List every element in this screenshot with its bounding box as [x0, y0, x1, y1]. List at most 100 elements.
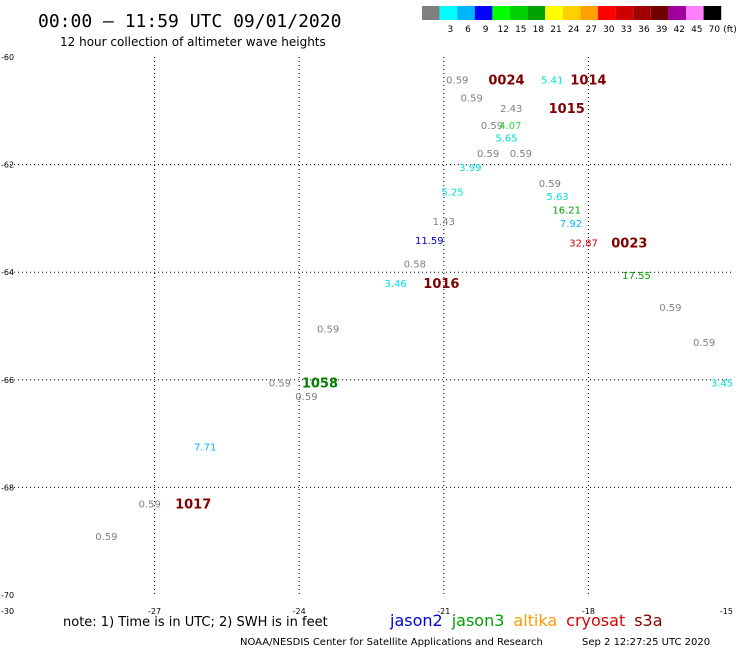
wave-height-label: 0.59 — [659, 303, 681, 314]
satellite-label: s3a — [634, 611, 662, 630]
x-axis-ticks: -30 -27 -24 -21 -18 -15 — [1, 607, 733, 616]
time-label: 0024 — [488, 74, 524, 89]
wave-height-label: 5.25 — [441, 188, 463, 199]
footer-credit: NOAA/NESDIS Center for Satellite Applica… — [240, 637, 543, 648]
wave-height-label: 7.92 — [560, 219, 582, 230]
wave-height-label: 0.59 — [477, 149, 499, 160]
chart-subtitle: 12 hour collection of altimeter wave hei… — [60, 35, 326, 49]
y-tick-label: -60 — [1, 53, 14, 62]
wave-height-label: 0.58 — [404, 260, 426, 271]
legend-swatch — [703, 6, 722, 20]
legend-label: 70 — [709, 25, 721, 35]
wave-height-label: 5.41 — [541, 76, 563, 87]
time-label: 1017 — [175, 498, 211, 513]
wave-height-label: 0.59 — [139, 500, 161, 511]
satellite-legend: jason2 jason3 altika cryosat s3a — [389, 611, 663, 630]
wave-height-labels: 0.590.595.412.430.594.075.650.59 0.593.99… — [95, 76, 733, 543]
y-tick-label: -70 — [1, 591, 14, 600]
color-legend: 3 6 9 12 15 18 21 24 27 30 33 36 39 42 45 70 (ft) — [422, 6, 737, 35]
y-tick-label: -66 — [1, 376, 14, 385]
wave-height-label: 0.59 — [317, 325, 339, 336]
x-tick-label: -24 — [293, 607, 306, 616]
y-tick-label: -64 — [1, 268, 14, 277]
legend-swatch — [439, 6, 458, 20]
legend-label: 39 — [656, 25, 668, 35]
legend-swatch — [686, 6, 704, 20]
legend-label: 3 — [448, 25, 454, 35]
y-tick-label: -62 — [1, 161, 14, 170]
wave-height-label: 7.71 — [194, 443, 216, 454]
wave-height-label: 3.46 — [384, 279, 406, 290]
wave-height-label: 11.59 — [415, 236, 444, 247]
legend-label: 15 — [515, 25, 526, 35]
legend-label: 45 — [691, 25, 702, 35]
legend-swatch — [545, 6, 563, 20]
legend-label: 12 — [497, 25, 508, 35]
legend-swatch — [650, 6, 669, 20]
grid-lines — [10, 57, 733, 595]
wave-height-label: 0.59 — [295, 392, 317, 403]
satellite-label: cryosat — [566, 611, 625, 630]
legend-swatch — [580, 6, 598, 20]
time-label: 1014 — [570, 74, 606, 89]
wave-height-label: 0.59 — [481, 121, 503, 132]
x-tick-label: -27 — [148, 607, 161, 616]
time-labels: 0024 1014 1015 0023 1016 1058 1017 — [175, 74, 647, 513]
x-tick-label: -21 — [437, 607, 450, 616]
wave-height-label: 4.07 — [499, 121, 521, 132]
legend-swatch — [492, 6, 510, 20]
legend-swatch — [668, 6, 686, 20]
legend-swatch — [562, 6, 581, 20]
legend-label: 30 — [603, 25, 615, 35]
legend-label: 42 — [673, 25, 684, 35]
time-label: 0023 — [611, 237, 647, 252]
x-tick-label: -18 — [582, 607, 595, 616]
satellite-label: jason3 — [451, 611, 505, 630]
chart-title: 00:00 – 11:59 UTC 09/01/2020 — [38, 11, 341, 32]
wave-height-label: 5.63 — [546, 192, 568, 203]
legend-label: 18 — [533, 25, 545, 35]
y-axis-ticks: -60 -62 -64 -66 -68 -70 — [1, 53, 14, 600]
footer-note: note: 1) Time is in UTC; 2) SWH is in fe… — [63, 615, 328, 630]
legend-label: 21 — [550, 25, 561, 35]
legend-label: 6 — [465, 25, 471, 35]
legend-swatch — [422, 6, 440, 20]
legend-swatch — [598, 6, 616, 20]
wave-height-label: 3.45 — [711, 378, 733, 389]
wave-height-label: 32.87 — [569, 239, 598, 250]
legend-label: 27 — [585, 25, 596, 35]
time-label: 1016 — [423, 277, 459, 292]
legend-swatch — [474, 6, 493, 20]
wave-height-label: 1.43 — [433, 217, 455, 228]
time-label: 1058 — [302, 376, 338, 391]
legend-unit: (ft) — [723, 25, 737, 35]
legend-swatch — [633, 6, 651, 20]
legend-swatch — [615, 6, 634, 20]
legend-swatch — [457, 6, 475, 20]
legend-label: 36 — [638, 25, 650, 35]
satellite-label: jason2 — [389, 611, 443, 630]
wave-height-label: 2.43 — [500, 104, 522, 115]
y-tick-label: -68 — [1, 483, 14, 492]
satellite-label: altika — [513, 611, 557, 630]
wave-height-label: 16.21 — [552, 205, 581, 216]
wave-height-label: 0.59 — [693, 338, 715, 349]
wave-height-label: 0.59 — [510, 149, 532, 160]
wave-height-label: 0.59 — [539, 179, 561, 190]
footer-timestamp: Sep 2 12:27:25 UTC 2020 — [582, 637, 710, 648]
legend-label: 9 — [483, 25, 489, 35]
wave-height-label: 17.55 — [622, 271, 651, 282]
x-tick-label: -15 — [720, 607, 733, 616]
wave-height-label: 0.59 — [461, 93, 483, 104]
legend-swatch — [527, 6, 546, 20]
wave-height-label: 5.65 — [495, 134, 517, 145]
x-tick-label: -30 — [1, 607, 14, 616]
legend-label: 24 — [568, 25, 580, 35]
time-label: 1015 — [549, 102, 585, 117]
wave-height-label: 3.99 — [459, 163, 481, 174]
legend-swatch — [510, 6, 528, 20]
wave-height-label: 0.59 — [446, 76, 468, 87]
legend-label: 33 — [621, 25, 632, 35]
